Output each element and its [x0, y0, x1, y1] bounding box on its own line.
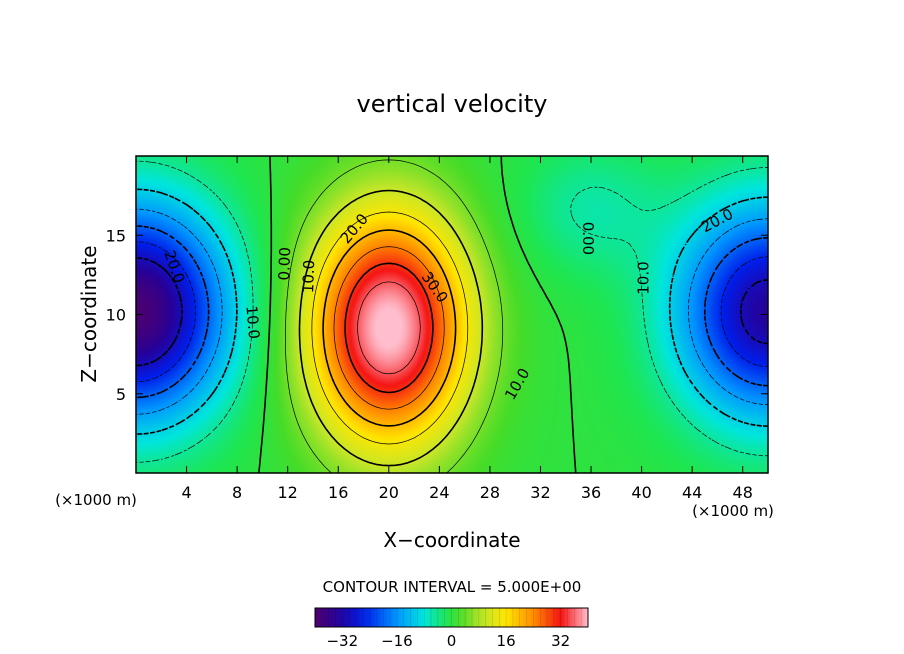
- y-tick-label-5: 5: [116, 385, 126, 404]
- colorbar-frame: [314, 607, 589, 628]
- contour-label-2: 0.00: [275, 247, 294, 281]
- color-field: [136, 156, 768, 473]
- contour-level-25: [333, 246, 445, 410]
- x-axis-label: X−coordinate: [383, 528, 520, 552]
- contour-level-neg25: [136, 241, 768, 383]
- colorbar-fill: [315, 608, 588, 627]
- colorbar-tick-label-4: 32: [551, 632, 570, 650]
- y-axis-label: Z−coordinate: [77, 245, 101, 382]
- x-tick-label-36: 36: [581, 483, 601, 502]
- x-tick-label-16: 16: [328, 483, 348, 502]
- contour-level-0: [258, 156, 577, 473]
- colorbar-ticks: −32 −16 0 16 32: [326, 632, 570, 650]
- y-tick-label-15: 15: [106, 226, 126, 245]
- contour-level-neg30: [136, 257, 768, 367]
- contour-level-5: [285, 159, 504, 473]
- x-tick-label-28: 28: [480, 483, 500, 502]
- x-tick-label-4: 4: [181, 483, 191, 502]
- contour-label-8: 10.0: [635, 261, 653, 294]
- y-axis: 5 10 15: [106, 226, 768, 404]
- x-tick-label-32: 32: [530, 483, 550, 502]
- contour-level-35: [357, 281, 421, 375]
- x-tick-label-48: 48: [733, 483, 753, 502]
- colorbar-tick-label-2: 0: [447, 632, 457, 650]
- colorbar-tick-label-1: −16: [381, 632, 413, 650]
- x-tick-label-12: 12: [278, 483, 298, 502]
- chart-title: vertical velocity: [357, 90, 548, 118]
- x-axis: 4 8 12 16 20 24 28 32 36 40 44 48: [181, 156, 753, 502]
- contour-interval-text: CONTOUR INTERVAL = 5.000E+00: [323, 578, 582, 596]
- x-tick-label-20: 20: [379, 483, 399, 502]
- contour-level-15: [311, 211, 469, 445]
- contour-level-neg5: [136, 160, 768, 463]
- contour-level-neg15: [136, 208, 768, 415]
- contour-level-neg10: [136, 188, 768, 435]
- x-tick-label-24: 24: [429, 483, 449, 502]
- contour-level-30: [344, 262, 434, 394]
- contour-label-1: 10.0: [242, 305, 263, 340]
- contour-label-3: 10.0: [299, 259, 318, 293]
- colorbar: −32 −16 0 16 32: [314, 607, 589, 650]
- contour-level-20: [322, 229, 457, 427]
- colorbar-tick-label-3: 16: [497, 632, 516, 650]
- x-units-right: (×1000 m): [692, 502, 774, 520]
- contour-level-neg20: [136, 225, 768, 399]
- x-tick-label-8: 8: [232, 483, 242, 502]
- contour-level-10: [298, 189, 484, 467]
- x-tick-label-40: 40: [631, 483, 651, 502]
- contour-lines: [136, 156, 768, 473]
- colorbar-tick-label-0: −32: [326, 632, 358, 650]
- colorbar-stripes: [321, 608, 582, 627]
- x-tick-label-44: 44: [682, 483, 702, 502]
- x-units-left: (×1000 m): [55, 491, 137, 509]
- contour-label-7: 0.00: [579, 222, 597, 255]
- y-tick-label-10: 10: [106, 306, 126, 325]
